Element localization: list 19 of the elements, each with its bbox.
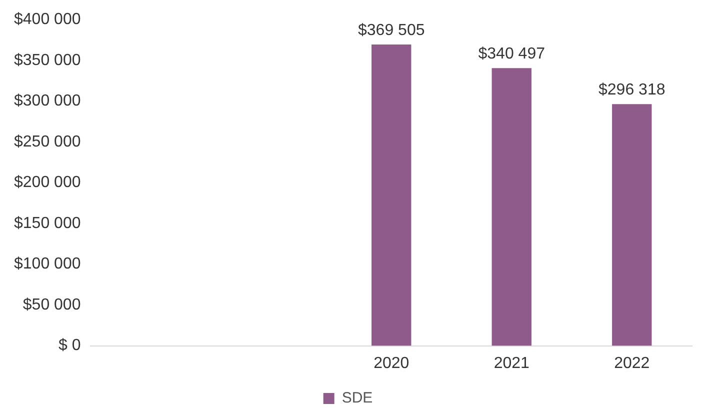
y-tick-label: $250 000 [14, 133, 81, 150]
y-tick-label: $350 000 [14, 52, 81, 69]
x-tick-label: 2021 [494, 354, 530, 372]
legend-label: SDE [342, 390, 373, 407]
y-tick-label: $300 000 [14, 92, 81, 110]
data-label: $296 318 [598, 82, 666, 99]
x-tick-label: 2020 [374, 354, 410, 372]
data-label: $369 505 [358, 22, 425, 39]
y-tick-label: $100 000 [14, 256, 81, 273]
bar [612, 104, 652, 346]
y-tick-label: $ 0 [58, 337, 81, 354]
bar [372, 44, 412, 346]
y-tick-label: $200 000 [14, 174, 81, 192]
y-tick-label: $150 000 [14, 214, 81, 232]
x-tick-label: 2022 [614, 354, 650, 372]
bar [492, 68, 532, 346]
y-tick-label: $400 000 [14, 11, 81, 28]
y-tick-label: $50 000 [22, 296, 81, 314]
data-label: $340 497 [478, 46, 546, 63]
